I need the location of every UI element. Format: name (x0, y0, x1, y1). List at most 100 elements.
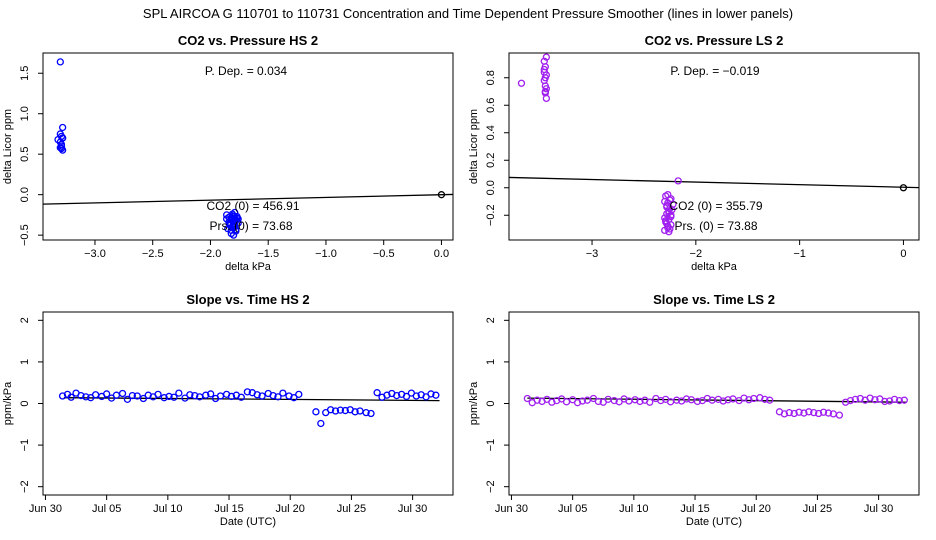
y-tick-label: −1 (485, 439, 497, 452)
data-point (67, 393, 75, 401)
data-point (216, 392, 225, 400)
data-point (761, 395, 769, 403)
x-tick-label: Jul 10 (619, 503, 648, 515)
data-point (133, 392, 141, 400)
data-point (112, 391, 121, 399)
data-point (851, 395, 860, 403)
y-axis-label: delta Licor ppm (468, 109, 480, 184)
data-point (228, 210, 237, 218)
data-point (517, 79, 526, 87)
data-point (160, 394, 168, 402)
data-point (227, 392, 236, 401)
y-tick-label: −0.2 (485, 204, 497, 226)
y-tick-label: 0 (19, 400, 31, 406)
data-point (846, 396, 855, 405)
data-point (636, 397, 644, 406)
data-point (58, 146, 67, 154)
data-point (824, 409, 833, 417)
x-tick-label: Jul 25 (803, 503, 832, 515)
data-point (427, 390, 435, 398)
x-tick-label: −3 (586, 248, 599, 260)
data-point (542, 53, 551, 61)
data-point (610, 396, 618, 405)
data-layer (509, 53, 919, 236)
data-point (523, 394, 532, 403)
y-tick-label: −2 (19, 480, 31, 493)
data-point (881, 397, 889, 406)
data-point (719, 397, 727, 405)
data-point (393, 391, 401, 400)
plot-frame (508, 311, 920, 496)
plot-frame (508, 52, 920, 241)
data-point (170, 393, 178, 401)
x-tick-label: Jul 05 (92, 503, 121, 515)
fit-line (43, 193, 453, 205)
x-tick-label: −1 (793, 248, 806, 260)
data-point (128, 391, 136, 400)
data-point (258, 392, 266, 400)
data-point (57, 144, 66, 153)
data-point (542, 71, 551, 79)
data-point (207, 390, 215, 398)
y-tick-label: 1.0 (19, 106, 31, 121)
data-point (900, 396, 908, 404)
x-axis-label: delta kPa (225, 261, 272, 273)
chart-title: Slope vs. Time LS 2 (653, 292, 775, 307)
data-point (231, 220, 239, 228)
x-tick-label: −1.5 (257, 248, 279, 260)
data-point (562, 398, 571, 406)
data-point (766, 396, 774, 404)
x-tick-label: −2.0 (200, 248, 222, 260)
data-point (58, 123, 67, 132)
data-point (745, 396, 753, 404)
y-axis-label: ppm/kPa (468, 381, 480, 425)
x-tick-label: Jun 30 (495, 503, 528, 515)
x-tick-label: Jul 30 (398, 503, 427, 515)
y-axis-label: ppm/kPa (2, 381, 14, 425)
data-point (673, 396, 681, 404)
y-tick-label: 1.5 (19, 66, 31, 81)
y-axis-label: delta Licor ppm (2, 109, 14, 184)
fit-line (63, 397, 440, 402)
page-title: SPL AIRCOA G 110701 to 110731 Concentrat… (142, 6, 794, 21)
co2-intercept-annotation: CO2 (0) = 456.91 (206, 199, 299, 213)
data-point (362, 408, 370, 417)
data-point (341, 406, 349, 415)
x-tick-label: Jul 10 (153, 503, 182, 515)
data-point (91, 391, 100, 399)
data-point (666, 196, 674, 204)
data-point (175, 389, 183, 397)
data-point (665, 228, 673, 236)
y-tick-label: −0.5 (19, 224, 31, 246)
data-point (790, 409, 798, 418)
chart-title: Slope vs. Time HS 2 (186, 292, 309, 307)
data-point (77, 391, 85, 400)
data-point (373, 389, 381, 397)
y-tick-label: 2 (19, 317, 31, 323)
x-tick-label: Jul 25 (337, 503, 366, 515)
data-point (295, 390, 303, 399)
data-point (118, 389, 127, 398)
x-tick-label: Jul 20 (276, 503, 305, 515)
data-point (814, 409, 823, 418)
data-point (202, 391, 210, 399)
data-point (674, 177, 682, 185)
data-point (412, 392, 420, 400)
data-point (253, 391, 261, 399)
y-tick-label: 2 (485, 317, 497, 323)
data-point (290, 394, 298, 402)
data-point (578, 397, 587, 405)
y-tick-label: 0.4 (485, 125, 497, 140)
data-point (57, 142, 66, 150)
x-tick-label: −0.5 (373, 248, 395, 260)
pressure-dependence-annotation: P. Dep. = 0.034 (205, 64, 288, 78)
x-tick-label: Jul 20 (742, 503, 771, 515)
data-point (533, 396, 541, 404)
data-point (336, 406, 345, 414)
data-point (102, 390, 111, 398)
x-tick-label: Jul 15 (680, 503, 709, 515)
data-point (432, 391, 440, 399)
y-tick-label: 0.5 (19, 147, 31, 162)
